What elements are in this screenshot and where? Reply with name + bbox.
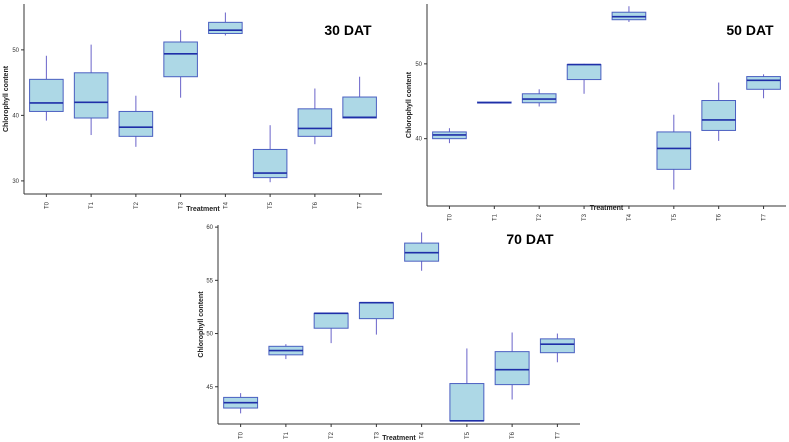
x-tick-label: T7	[762, 213, 768, 221]
y-tick-label: 50	[415, 62, 422, 68]
iqr-box	[73, 72, 109, 119]
x-tick-label: T4	[223, 201, 229, 209]
box-t5	[449, 348, 485, 422]
iqr-box	[449, 383, 485, 422]
panel-70-dat: 45 50 55 60 T0 T1 T2 T3 T4 T5 T6 T7 Chlorophyll cont…	[198, 225, 580, 442]
y-tick-label: 50	[206, 332, 213, 338]
box-t3	[163, 30, 198, 98]
x-tick-label: T2	[537, 213, 543, 221]
box-t1	[268, 344, 304, 360]
x-tick-label: T3	[582, 213, 588, 221]
y-tick-label: 55	[206, 278, 213, 284]
iqr-box	[342, 96, 377, 119]
y-tick-label: 40	[12, 113, 19, 119]
box-t5	[656, 114, 692, 190]
x-tick-label: T6	[313, 201, 319, 209]
box-t4	[404, 232, 440, 271]
box-t0	[29, 55, 64, 121]
x-tick-label: T0	[44, 201, 50, 209]
iqr-box	[358, 302, 394, 320]
iqr-box	[566, 64, 602, 81]
y-tick-label: 60	[206, 225, 213, 231]
iqr-box	[297, 108, 333, 137]
box-t2	[118, 95, 154, 147]
x-axis-title: Treatment	[382, 435, 416, 442]
x-tick-label: T6	[510, 431, 516, 439]
x-tick-label: T5	[465, 431, 471, 439]
x-tick-label: T6	[717, 213, 723, 221]
panel-title: 50 DAT	[726, 22, 774, 38]
panel-30-dat: 30 40 50 T0 T1 T2 T3 T4 T5 T6 T7 Chlorophyll conten…	[3, 4, 382, 213]
box-t2	[521, 89, 557, 107]
box-t1	[73, 44, 109, 136]
box-t0	[432, 128, 467, 144]
box-t4	[208, 12, 243, 36]
box-t6	[494, 332, 530, 400]
box-t1	[476, 101, 512, 104]
box-t6	[701, 82, 737, 141]
x-tick-label: T7	[555, 431, 561, 439]
x-tick-label: T5	[268, 201, 274, 209]
box-t7	[342, 76, 377, 119]
iqr-box	[746, 76, 781, 90]
iqr-box	[539, 338, 575, 354]
x-tick-label: T5	[672, 213, 678, 221]
x-tick-label: T3	[179, 201, 185, 209]
x-axis-title: Treatment	[590, 205, 624, 212]
x-tick-label: T2	[329, 431, 335, 439]
box-t6	[297, 88, 333, 145]
iqr-box	[163, 41, 198, 78]
box-t3	[566, 63, 602, 94]
iqr-box	[29, 78, 64, 112]
y-axis-title: Chlorophyll content	[3, 65, 10, 132]
box-t0	[223, 393, 259, 414]
x-tick-label: T1	[284, 431, 290, 439]
box-t3	[358, 301, 394, 335]
x-tick-label: T4	[420, 431, 426, 439]
box-t4	[611, 6, 647, 22]
x-tick-label: T4	[627, 213, 633, 221]
y-axis-title: Chlorophyll content	[198, 291, 205, 358]
box-t7	[746, 74, 781, 99]
iqr-box	[656, 131, 692, 170]
y-tick-label: 45	[206, 385, 213, 391]
x-tick-label: T2	[134, 201, 140, 209]
iqr-box	[701, 100, 737, 131]
panel-title: 30 DAT	[324, 22, 372, 38]
iqr-box	[313, 312, 349, 329]
x-axis-title: Treatment	[186, 206, 220, 213]
x-tick-label: T0	[239, 431, 245, 439]
box-t2	[313, 312, 349, 344]
x-tick-label: T7	[358, 201, 364, 209]
box-t7	[539, 333, 575, 363]
y-tick-label: 50	[12, 48, 19, 54]
box-t5	[252, 125, 288, 183]
x-tick-label: T1	[89, 201, 95, 209]
x-tick-label: T1	[492, 213, 498, 221]
x-tick-label: T3	[374, 431, 380, 439]
iqr-box	[208, 21, 243, 34]
panel-50-dat: 40 50 T0 T1 T2 T3 T4 T5 T6 T7 Chlorophyll content T…	[406, 4, 786, 221]
x-tick-label: T0	[447, 213, 453, 221]
panel-title: 70 DAT	[506, 231, 554, 247]
y-tick-label: 40	[415, 137, 422, 143]
iqr-box	[118, 110, 154, 137]
y-tick-label: 30	[12, 179, 19, 185]
iqr-box	[494, 351, 530, 386]
y-axis-title: Chlorophyll content	[406, 71, 413, 138]
